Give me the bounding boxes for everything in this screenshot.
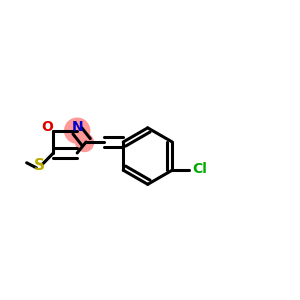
Text: Cl: Cl <box>192 162 207 176</box>
Text: N: N <box>71 119 83 134</box>
Circle shape <box>65 118 90 143</box>
Text: S: S <box>34 158 45 173</box>
Circle shape <box>76 134 94 152</box>
Text: O: O <box>41 120 53 134</box>
